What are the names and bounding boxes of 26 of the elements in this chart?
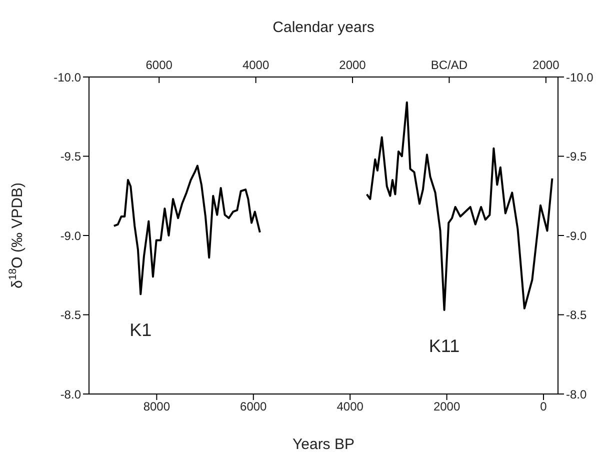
x2-tick-label: BC/AD: [430, 58, 468, 72]
x2-tick-label: 6000: [146, 58, 173, 72]
x-tick-label: 4000: [336, 400, 364, 414]
y2-tick-label: -9.5: [566, 150, 588, 164]
y-tick-label: -9.0: [60, 228, 82, 243]
x-axis-title: Years BP: [292, 436, 354, 453]
x2-tick-label: 2000: [339, 58, 366, 72]
y-tick-label: -8.0: [60, 387, 82, 402]
y-tick-label: -8.5: [60, 308, 82, 322]
x2-tick-label: 2000: [532, 58, 560, 72]
y2-tick-label: -8.0: [566, 387, 588, 402]
y2-tick-label: -10.0: [566, 70, 594, 84]
series-label: K1: [130, 320, 152, 340]
y-tick-label: -9.5: [60, 150, 82, 164]
series-label: K11: [428, 336, 460, 356]
x-tick-label: 0: [540, 400, 548, 414]
y2-tick-label: -8.5: [566, 308, 588, 322]
x2-axis-title: Calendar years: [272, 19, 374, 36]
x-tick-label: 2000: [433, 400, 460, 414]
line-series: [112, 164, 261, 296]
x2-tick-label: 4000: [242, 58, 270, 72]
line-series: [366, 101, 554, 311]
x-tick-label: 6000: [240, 400, 268, 414]
y2-tick-label: -9.0: [566, 228, 588, 243]
x-tick-label: 8000: [143, 400, 170, 414]
y-tick-label: -10.0: [54, 70, 82, 84]
